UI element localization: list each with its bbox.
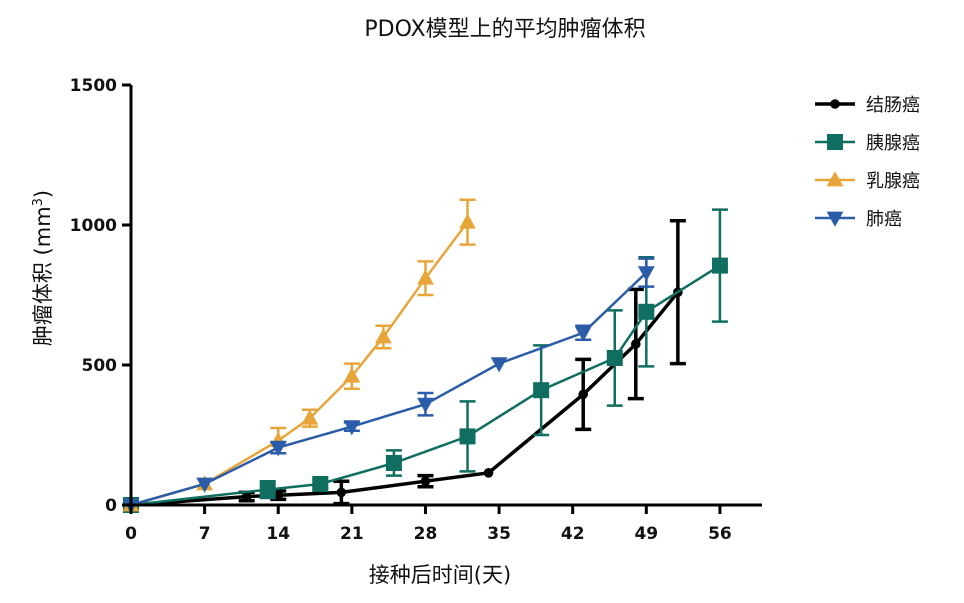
data-point	[483, 468, 494, 478]
y-axis-label: 肿瘤体积 (mm3)	[31, 190, 55, 346]
data-point	[533, 382, 550, 399]
data-point	[375, 328, 392, 344]
x-tick-label: 49	[634, 524, 658, 544]
legend-label: 肺癌	[866, 209, 902, 230]
axes: 0 7 14 21 28 35 42 49 56 0 500 1000 1500	[70, 76, 762, 544]
data-point	[417, 397, 434, 413]
series-line	[130, 271, 648, 507]
x-tick-label: 7	[199, 524, 211, 544]
legend-marker	[826, 171, 844, 187]
series-line	[130, 264, 721, 507]
data-point	[490, 357, 508, 373]
legend-item: 结肠癌	[815, 95, 920, 116]
series-line	[130, 221, 469, 507]
x-tick-label: 28	[414, 524, 438, 544]
y-axis-label-end: )	[31, 190, 55, 198]
y-axis-label-main: 肿瘤体积 (mm	[31, 206, 55, 346]
y-tick-label: 0	[105, 496, 117, 516]
chart-title: PDOX模型上的平均肿瘤体积	[364, 17, 645, 42]
data-point	[343, 420, 361, 436]
legend-marker	[827, 134, 843, 150]
data-point	[259, 481, 276, 498]
series	[122, 198, 476, 512]
x-tick-label: 21	[340, 524, 364, 544]
legend-item: 胰腺癌	[815, 133, 920, 154]
data-point	[269, 441, 287, 457]
data-point	[459, 213, 476, 229]
legend-label: 乳腺癌	[866, 171, 920, 192]
series-line	[130, 291, 680, 507]
y-tick-label: 1000	[70, 216, 117, 236]
x-tick-label: 56	[708, 524, 732, 544]
x-tick-label: 42	[561, 524, 585, 544]
x-tick-label: 14	[266, 524, 290, 544]
data-point	[459, 428, 476, 445]
legend-marker	[830, 99, 840, 109]
legend-item: 肺癌	[815, 209, 902, 230]
legend-label: 结肠癌	[866, 95, 920, 116]
data-point	[631, 339, 641, 349]
data-point	[385, 455, 402, 471]
data-point	[417, 269, 434, 285]
data-point	[711, 257, 728, 274]
legend-label: 胰腺癌	[866, 133, 920, 154]
y-tick-label: 500	[82, 356, 118, 376]
data-point	[196, 477, 214, 493]
x-tick-label: 0	[125, 524, 137, 544]
y-axis-label-sup: 3	[31, 198, 46, 206]
legend-marker	[826, 211, 844, 227]
data-point	[336, 487, 347, 498]
legend-item: 乳腺癌	[815, 171, 920, 192]
series	[126, 219, 686, 510]
data-point	[301, 409, 319, 425]
x-tick-label: 35	[487, 524, 511, 544]
x-axis-label: 接种后时间(天)	[369, 563, 511, 587]
data-point	[343, 367, 361, 383]
data-point	[637, 266, 655, 282]
data-point	[578, 389, 589, 400]
data-point	[574, 326, 592, 342]
data-point	[241, 491, 252, 502]
data-point	[420, 476, 431, 487]
data-point	[312, 476, 329, 492]
data-point	[638, 303, 655, 320]
y-tick-label: 1500	[70, 76, 117, 96]
data-point	[606, 350, 623, 366]
plot-area	[122, 198, 728, 514]
data-point	[273, 490, 284, 501]
